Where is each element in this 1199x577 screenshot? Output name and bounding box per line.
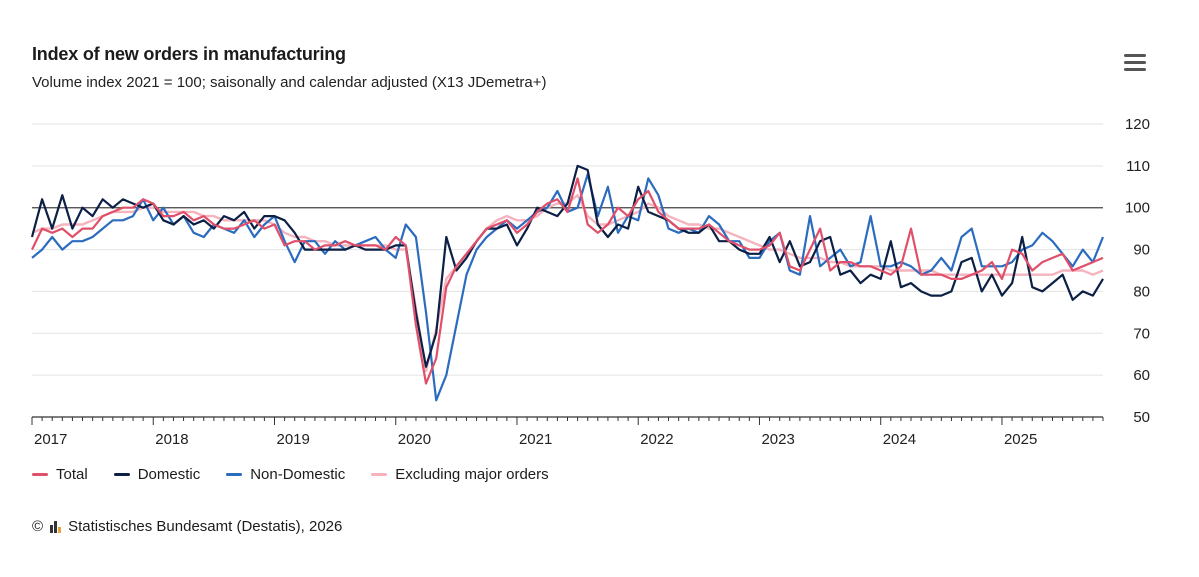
y-axis-ticks: 50 60 70 80 90 100 110 120 bbox=[1125, 116, 1150, 426]
grid bbox=[32, 123, 1103, 376]
menu-bar bbox=[1124, 68, 1146, 71]
hamburger-menu-icon[interactable] bbox=[1124, 54, 1146, 72]
y-tick-label: 60 bbox=[1133, 367, 1150, 384]
credits-text: Statistisches Bundesamt (Destatis), 2026 bbox=[68, 518, 343, 535]
y-tick-label: 50 bbox=[1133, 409, 1150, 426]
destatis-logo-icon bbox=[50, 520, 62, 533]
legend-item-domestic[interactable]: Domestic bbox=[113, 466, 201, 483]
x-tick-label: 2020 bbox=[398, 431, 431, 448]
y-tick-label: 100 bbox=[1125, 200, 1150, 217]
y-tick-label: 90 bbox=[1133, 242, 1150, 259]
x-tick-label: 2017 bbox=[34, 431, 67, 448]
legend: Total Domestic Non-Domestic Excluding ma… bbox=[32, 466, 549, 483]
x-tick-label: 2021 bbox=[519, 431, 552, 448]
menu-bar bbox=[1124, 54, 1146, 57]
legend-label-excluding-major-orders: Excluding major orders bbox=[395, 466, 549, 483]
chart-subtitle: Volume index 2021 = 100; saisonally and … bbox=[32, 74, 547, 91]
chart-title: Index of new orders in manufacturing bbox=[32, 44, 346, 64]
legend-swatch-total bbox=[32, 473, 48, 476]
legend-item-non-domestic[interactable]: Non-Domestic bbox=[226, 466, 345, 483]
series-line-domestic bbox=[30, 164, 1104, 368]
legend-swatch-domestic bbox=[113, 473, 130, 476]
series-lines bbox=[30, 164, 1105, 402]
y-tick-label: 70 bbox=[1133, 325, 1150, 342]
credits: © Statistisches Bundesamt (Destatis), 20… bbox=[32, 518, 342, 535]
x-tick-label: 2018 bbox=[155, 431, 188, 448]
legend-item-total[interactable]: Total bbox=[32, 466, 88, 483]
legend-item-excluding-major-orders[interactable]: Excluding major orders bbox=[371, 466, 549, 483]
series-line-total bbox=[31, 177, 1104, 385]
legend-label-domestic: Domestic bbox=[137, 466, 201, 483]
legend-swatch-excluding-major-orders bbox=[371, 473, 388, 476]
legend-label-non-domestic: Non-Domestic bbox=[250, 466, 346, 483]
line-chart: 50 60 70 80 90 100 110 120 2017 2018 2019 2020 2021… bbox=[30, 116, 1150, 448]
legend-label-total: Total bbox=[56, 466, 88, 483]
series-line-excluding-major-orders bbox=[31, 193, 1104, 373]
legend-swatch-non-domestic bbox=[226, 473, 243, 476]
x-tick-label: 2025 bbox=[1004, 431, 1037, 448]
x-axis: 2017 2018 2019 2020 2021 2022 2023 2024 2025 bbox=[31, 416, 1104, 448]
copyright-symbol: © bbox=[32, 518, 44, 535]
y-tick-label: 110 bbox=[1126, 158, 1150, 175]
y-tick-label: 120 bbox=[1125, 116, 1150, 133]
x-tick-label: 2023 bbox=[761, 431, 794, 448]
x-tick-label: 2022 bbox=[640, 431, 673, 448]
x-tick-label: 2024 bbox=[883, 431, 916, 448]
y-tick-label: 80 bbox=[1133, 283, 1150, 300]
menu-bar bbox=[1124, 61, 1146, 64]
x-tick-label: 2019 bbox=[276, 431, 309, 448]
